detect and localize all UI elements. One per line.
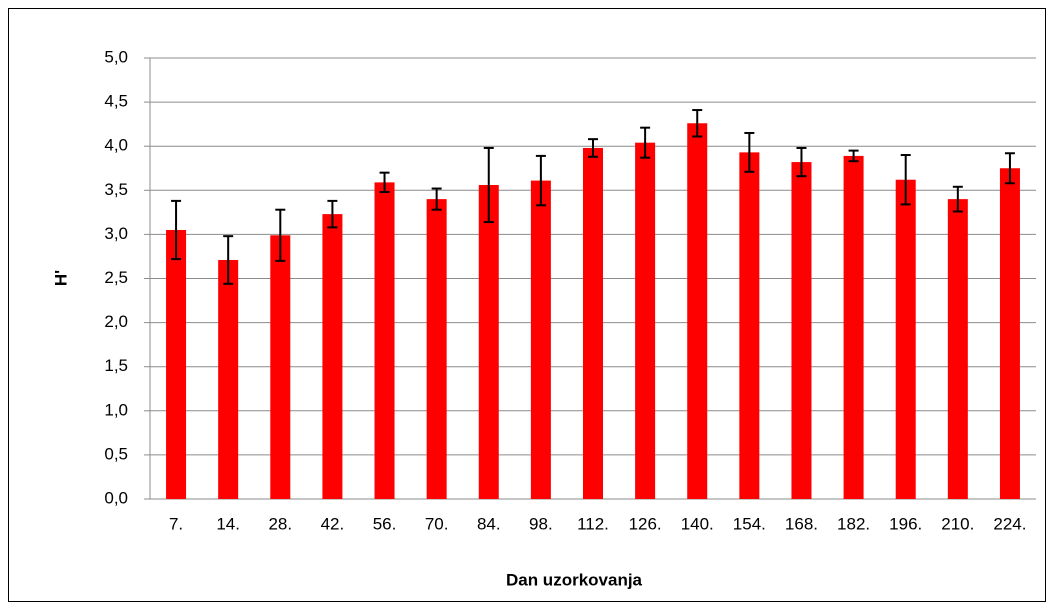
x-tick-label: 196. [889,514,922,533]
x-tick-label: 98. [529,514,553,533]
x-tick-label: 84. [477,514,501,533]
bar [530,180,551,499]
y-tick-label: 1,5 [104,356,128,375]
x-tick-label: 56. [373,514,397,533]
y-tick-label: 3,5 [104,180,128,199]
bar [478,185,499,499]
x-tick-label: 7. [169,514,183,533]
bar [739,152,760,499]
bar [687,123,708,499]
bar [791,162,812,500]
y-tick-label: 5,0 [104,47,128,66]
x-tick-label: 112. [577,514,609,533]
bar [843,155,864,500]
bar [270,235,291,500]
x-tick-label: 14. [216,514,240,533]
x-tick-label: 28. [268,514,292,533]
bar [218,259,239,499]
x-tick-label: 140. [681,514,714,533]
y-tick-label: 1,0 [104,400,128,419]
bar [374,182,395,499]
x-tick-label: 70. [425,514,449,533]
bar [583,147,603,500]
x-tick-label: 224. [993,514,1026,533]
bar [999,168,1020,499]
bar [426,199,447,499]
x-tick-label: 168. [785,514,818,533]
x-tick-label: 42. [321,514,345,533]
x-tick-label: 154. [733,514,766,533]
bar [635,142,656,499]
bar [947,199,968,499]
x-tick-label: 210. [941,514,974,533]
x-tick-label: 182. [837,514,870,533]
y-tick-label: 3,0 [104,224,128,243]
x-tick-label: 126. [629,514,662,533]
x-axis-title: Dan uzorkovanja [506,570,643,589]
bar [322,214,343,499]
chart-border [8,8,1046,602]
bar [166,229,187,500]
y-tick-label: 0,0 [104,488,128,507]
y-axis-title: H' [51,270,70,286]
y-tick-label: 4,0 [104,136,128,155]
y-tick-label: 2,0 [104,312,128,331]
y-tick-label: 2,5 [104,268,128,287]
y-tick-label: 4,5 [104,92,128,111]
bar [895,179,916,499]
y-tick-label: 0,5 [104,444,128,463]
